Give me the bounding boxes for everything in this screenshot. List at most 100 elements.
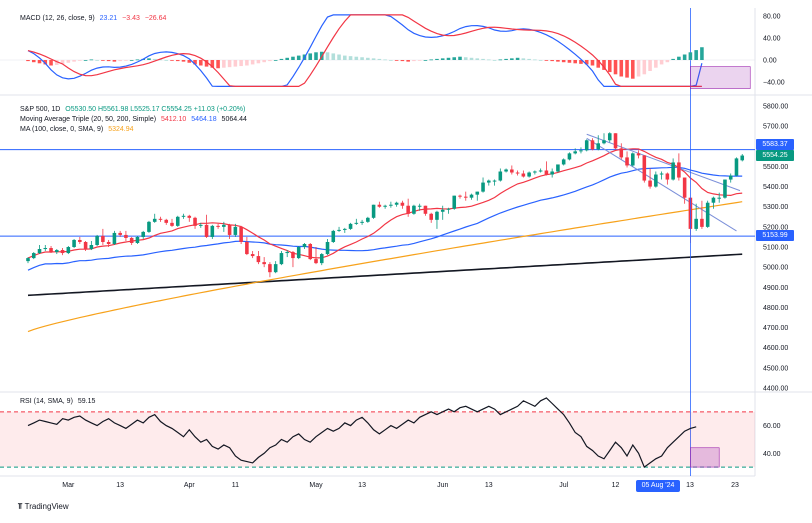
candle-body <box>579 150 583 152</box>
macd-histogram-bar <box>631 60 635 79</box>
macd-histogram-bar <box>170 60 174 61</box>
candle-body <box>348 223 353 229</box>
candle-body <box>723 179 727 198</box>
candle-body <box>83 241 88 250</box>
macd-signal-line <box>27 14 702 87</box>
candle-body <box>49 248 53 253</box>
macd-histogram-bar <box>26 60 30 62</box>
candle-body <box>700 218 704 227</box>
candle-body <box>717 197 721 199</box>
tradingview-icon: ⫪ <box>18 502 23 511</box>
candle-body <box>705 202 710 227</box>
main-y-tick: 5800.00 <box>763 104 788 111</box>
macd-histogram-bar <box>463 57 468 60</box>
candle-body <box>417 205 422 207</box>
candle-body <box>250 254 255 257</box>
macd-y-tick: 0.00 <box>763 58 777 65</box>
macd-histogram-bar <box>521 58 526 60</box>
macd-histogram-bar <box>510 58 514 60</box>
macd-histogram-bar <box>423 60 428 61</box>
macd-histogram-bar <box>78 60 82 61</box>
candle-body <box>95 235 99 245</box>
tradingview-wordmark: TradingView <box>24 502 69 511</box>
macd-y-tick: −40.00 <box>763 80 785 87</box>
rsi-value: 59.15 <box>77 398 96 405</box>
macd-histogram-bar <box>406 60 410 62</box>
candle-body <box>331 230 336 242</box>
candle-body <box>302 243 307 248</box>
candle-body <box>654 174 658 187</box>
ohlc-values: O5530.50 H5561.98 L5525.17 C5554.25 +11.… <box>65 106 246 113</box>
macd-histogram-bar <box>268 60 272 62</box>
candle-body <box>26 258 30 262</box>
candle-body <box>170 222 174 226</box>
macd-histogram-bar <box>400 60 405 62</box>
candle-body <box>590 140 595 150</box>
candle-body <box>239 226 243 242</box>
macd-highlight-box <box>690 66 751 89</box>
macd-histogram-bar <box>584 60 589 65</box>
symbol-legend: S&P 500, 1D O5530.50 H5561.98 L5525.17 C… <box>20 105 245 114</box>
candle-body <box>55 250 59 253</box>
price-label-last: 5554.25 <box>756 150 794 161</box>
macd-histogram-bar <box>89 59 94 61</box>
candle-body <box>504 169 508 172</box>
candle-body <box>671 162 675 180</box>
candle-body <box>366 217 370 222</box>
macd-y-tick: 40.00 <box>763 36 781 43</box>
macd-histogram-bar <box>60 60 65 64</box>
macd-histogram-bar <box>556 60 560 62</box>
candle-body <box>400 202 405 206</box>
candle-body <box>129 237 134 243</box>
candle-body <box>193 217 197 226</box>
candle-body <box>728 175 733 180</box>
candle-body <box>440 209 445 212</box>
candle-body <box>573 151 577 154</box>
candle-body <box>296 247 301 259</box>
candle-body <box>227 224 232 235</box>
macd-histogram-bar <box>55 60 59 65</box>
candle-body <box>377 204 382 207</box>
time-axis-label: 23 <box>731 482 739 489</box>
macd-histogram-bar <box>625 60 629 78</box>
macd-histogram-bar <box>700 47 704 60</box>
candle-body <box>325 241 330 255</box>
candle-body <box>199 224 203 226</box>
macd-histogram-bar <box>671 58 675 60</box>
macd-histogram-bar <box>389 60 393 61</box>
candle-body <box>521 173 526 177</box>
ma20-line <box>27 148 743 259</box>
macd-histogram-bar <box>83 60 88 61</box>
macd-histogram-bar <box>417 60 422 61</box>
candle-body <box>481 182 485 192</box>
macd-histogram-bar <box>573 60 577 64</box>
macd-histogram-bar <box>515 57 520 60</box>
macd-histogram-bar <box>492 60 497 61</box>
candle-body <box>314 259 318 264</box>
macd-histogram-bar <box>613 60 618 75</box>
candle-body <box>423 205 428 214</box>
macd-histogram-bar <box>688 52 693 60</box>
candle-body <box>343 228 347 230</box>
time-axis-label: 13 <box>116 482 124 489</box>
candle-body <box>89 245 94 250</box>
macd-histogram-bar <box>199 60 203 66</box>
candle-body <box>550 171 554 175</box>
candle-body <box>66 247 71 254</box>
rsi-title: RSI (14, SMA, 9) <box>20 398 73 405</box>
rsi-band-fill <box>0 411 755 468</box>
candle-body <box>463 196 468 198</box>
main-y-tick: 5400.00 <box>763 184 788 191</box>
macd-histogram-bar <box>567 60 572 63</box>
macd-histogram-bar <box>43 60 48 65</box>
symbol-title: S&P 500, 1D <box>20 106 61 113</box>
macd-histogram-bar <box>187 60 192 63</box>
candle-body <box>458 195 462 197</box>
candle-body <box>631 153 635 166</box>
main-y-tick: 4500.00 <box>763 365 788 372</box>
ma100-legend: MA (100, close, 0, SMA, 9) 5324.94 <box>20 125 134 134</box>
candle-body <box>112 232 117 244</box>
ma200-line <box>27 253 743 297</box>
